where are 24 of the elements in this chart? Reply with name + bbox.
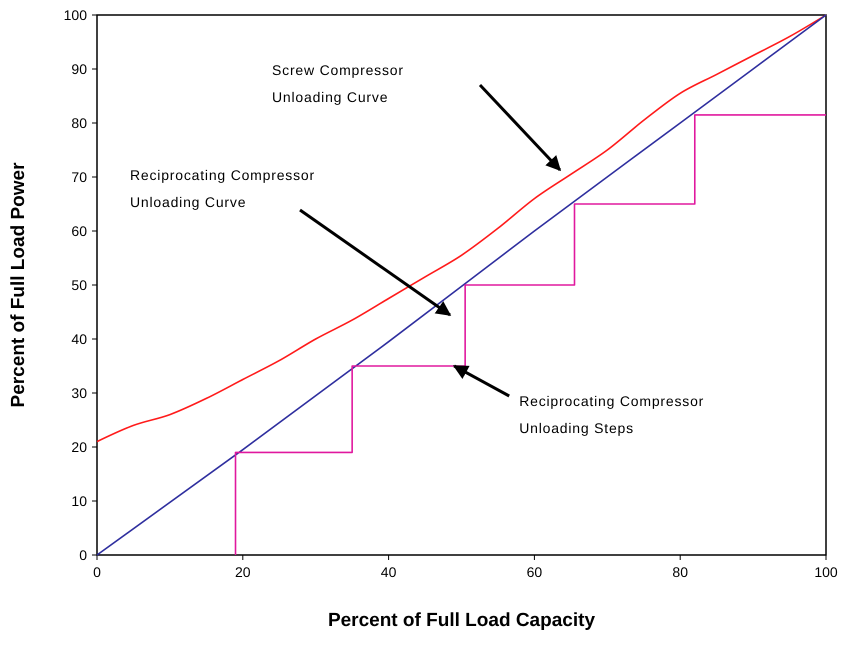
x-tick-label: 20: [235, 564, 251, 580]
annotation: Reciprocating Compressor Unloading Steps: [519, 393, 704, 436]
y-tick-label: 80: [71, 114, 88, 131]
y-axis-title: Percent of Full Load Power: [8, 162, 29, 408]
x-axis-title: Percent of Full Load Capacity: [328, 610, 596, 631]
y-tick-label: 20: [71, 438, 88, 455]
y-tick-label: 70: [71, 168, 88, 185]
y-tick-label: 60: [71, 222, 88, 239]
x-tick-label: 100: [814, 564, 838, 580]
annotation: Screw Compressor Unloading Curve: [272, 62, 404, 105]
y-tick-label: 100: [64, 6, 88, 23]
y-tick-label: 10: [71, 492, 88, 509]
annotation: Reciprocating Compressor Unloading Curve: [130, 167, 315, 210]
line-series: [96, 14, 827, 442]
line-series: [96, 14, 827, 556]
y-tick-label: 0: [79, 546, 88, 563]
y-tick-label: 30: [71, 384, 88, 401]
x-tick-label: 60: [526, 564, 542, 580]
x-tick-label: 40: [380, 564, 397, 580]
y-tick-label: 50: [71, 276, 88, 293]
y-tick-label: 90: [71, 60, 88, 77]
x-tick-label: 0: [93, 564, 102, 580]
x-tick-label: 80: [672, 564, 688, 580]
y-tick-label: 40: [71, 330, 88, 347]
